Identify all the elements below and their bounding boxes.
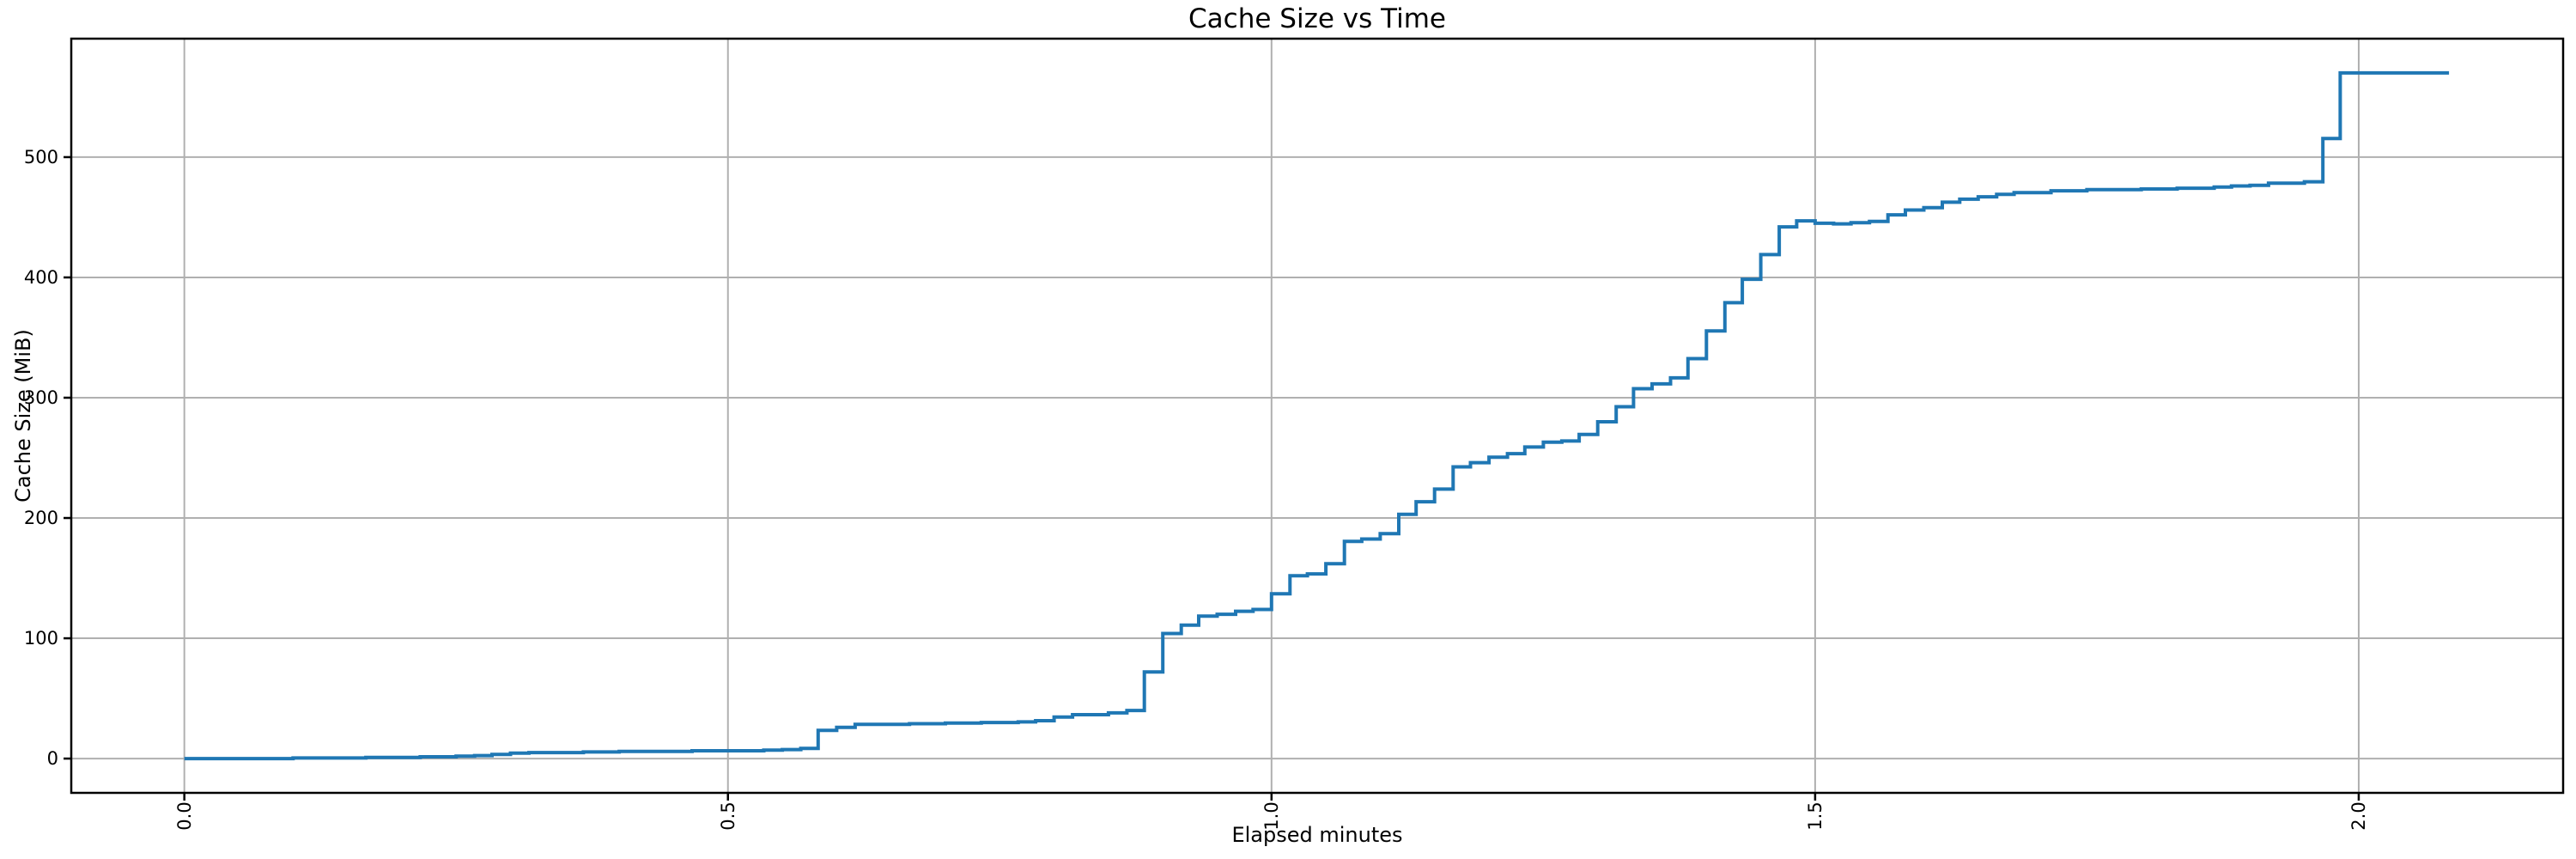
y-tick-label: 100 — [23, 628, 58, 649]
x-tick-label: 1.5 — [1804, 801, 1826, 831]
x-tick-label: 0.5 — [717, 801, 738, 831]
y-axis-label: Cache Size (MiB) — [11, 329, 35, 503]
y-tick-label: 0 — [46, 748, 58, 770]
x-axis-label: Elapsed minutes — [1231, 823, 1403, 847]
axes-spines — [70, 37, 2565, 795]
x-tick-label: 1.0 — [1261, 801, 1282, 831]
y-tick-label: 300 — [23, 387, 58, 408]
x-tick-label: 0.0 — [173, 801, 195, 831]
cache-size-line — [184, 70, 2450, 761]
chart-title: Cache Size vs Time — [1188, 3, 1446, 34]
y-tick-label: 400 — [23, 266, 58, 288]
x-tick-label: 2.0 — [2348, 801, 2369, 831]
y-tick-label: 200 — [23, 508, 58, 529]
y-tick-label: 500 — [23, 146, 58, 168]
